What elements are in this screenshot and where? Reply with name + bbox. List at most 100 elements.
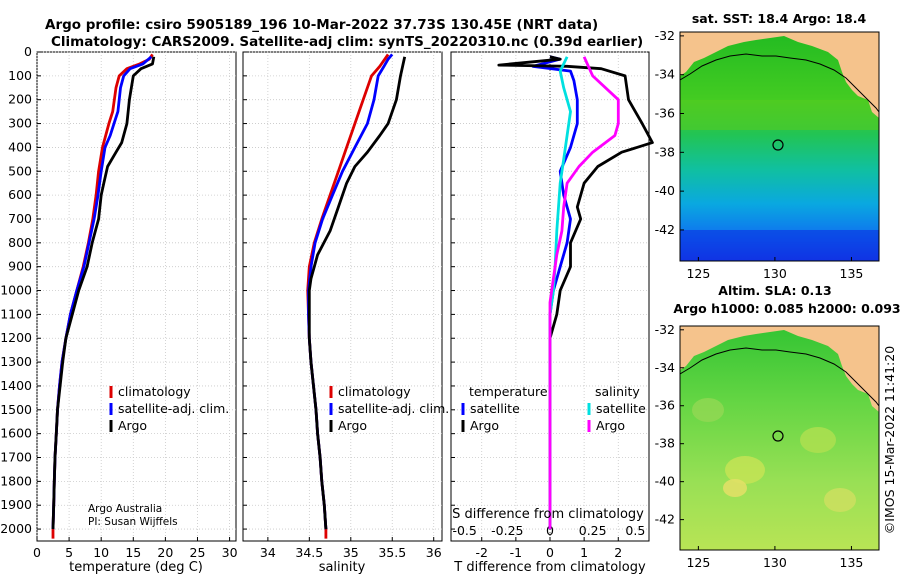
sla-map-title-line2: Argo h1000: 0.085 h2000: 0.093 [673,301,900,316]
map-ytick-label: -32 [655,322,675,337]
legend-label-t-satellite: satellite [470,401,520,416]
temperature-xlabel: temperature (deg C) [69,560,203,575]
xtick-label: 25 [190,545,206,560]
legend-heading-temperature: temperature [469,384,548,399]
figure-title-line1: Argo profile: csiro 5905189_196 10-Mar-2… [45,17,598,33]
xtick-label: 34.5 [295,545,323,560]
series-line-climatology [51,53,154,539]
legend-label-satellite: satellite-adj. clim. [118,401,229,416]
sla-eddy-1 [725,456,765,484]
xtick-label: 10 [93,545,109,560]
map-ytick-label: -36 [655,106,675,121]
legend-label-t-argo: Argo [470,418,499,433]
credit-line1: Argo Australia [88,503,162,515]
salinity-legend: climatology satellite-adj. clim. Argo [329,384,449,433]
float-marker [772,139,784,151]
figure-title-line2: Climatology: CARS2009. Satellite-adj cli… [51,34,643,50]
ytick-label: 1900 [0,497,32,512]
map-ytick-label: -32 [655,28,675,43]
xtick-label: 36 [426,545,442,560]
legend-label-climatology: climatology [338,384,411,399]
coastline-contour [680,347,879,407]
ytick-label: 900 [8,259,32,274]
coastline-contour [680,53,879,113]
sla-map-frame [679,325,880,551]
sla-map-title-line1: Altim. SLA: 0.13 [718,283,831,298]
series-line-argo [307,56,407,530]
salinity-panel: 34 34.5 35 35.5 36 salinity climatology sate… [242,51,449,575]
ytick-label: 500 [8,163,32,178]
ytick-label: 300 [8,116,32,131]
ytick-label: 1200 [0,330,32,345]
map-ytick-label: -40 [655,474,675,489]
legend-label-climatology: climatology [118,384,191,399]
difference-grid [451,51,649,541]
xtick-label: 35.5 [378,545,406,560]
credit-line2: PI: Susan Wijffels [88,516,178,528]
salinity-grid [243,51,442,541]
sla-map: Altim. SLA: 0.13 Argo h1000: 0.085 h2000… [655,283,900,570]
series-line-t-satellite [531,55,579,530]
map-ytick-label: -42 [655,512,675,527]
land-mass [680,326,879,412]
sla-eddy-4 [692,398,724,422]
xtick-label: 30 [222,545,238,560]
ytick-label: 1000 [0,283,32,298]
map-xtick-label: 125 [686,555,710,570]
series-line-satellite-adj-clim- [51,55,153,530]
legend-label-s-satellite: satellite [596,401,646,416]
ytick-label: 1500 [0,402,32,417]
difference-panel: -2 -1 0 1 2 -0.5 -0.25 0 0.25 0.5 T difference fr… [450,51,654,575]
ytick-label: 1100 [0,306,32,321]
salinity-lines [306,53,407,539]
map-ytick-label: -34 [655,360,675,375]
ytick-label: 800 [8,235,32,250]
map-ytick-label: -36 [655,398,675,413]
imos-credit: ©IMOS 15-Mar-2022 11:41:20 [882,346,897,534]
map-xtick-label: 135 [840,266,864,281]
sst-warm-band [680,100,879,130]
salinity-axes-box [242,51,443,542]
ytick-label: 0 [24,44,32,59]
ytick-label: 1400 [0,378,32,393]
sla-map-ticks: -32 -34 -36 -38 -40 -42 125 130 135 [655,322,864,570]
legend-label-s-argo: Argo [596,418,625,433]
series-line-t-argo [497,55,654,530]
sst-map-ticks: -32 -34 -36 -38 -40 -42 125 130 135 [655,28,864,281]
legend-label-satellite: satellite-adj. clim. [338,401,449,416]
ytick-label: 200 [8,92,32,107]
temperature-grid [36,51,236,541]
sla-map-image [680,326,879,550]
ytick-label: 700 [8,211,32,226]
difference-xlabel: T difference from climatology [453,560,646,575]
ytick-label: 1800 [0,473,32,488]
xtick-label: 35 [343,545,359,560]
series-line-s-argo [548,56,620,530]
s-xtick-label: -0.25 [491,523,523,538]
xtick-label: 1 [580,545,588,560]
map-ytick-label: -38 [655,436,675,451]
ytick-label: 400 [8,139,32,154]
xtick-label: 15 [125,545,141,560]
map-ytick-label: -42 [655,222,675,237]
s-xtick-label: -0.5 [452,523,476,538]
sst-map: sat. SST: 18.4 Argo: 18.4 -32 -34 -36 -38 -4… [655,11,880,281]
legend-label-argo: Argo [338,418,367,433]
ytick-label: 1700 [0,450,32,465]
s-xtick-label: 0.25 [579,523,607,538]
xtick-label: 2 [614,545,622,560]
difference-ticks: -2 -1 0 1 2 -0.5 -0.25 0 0.25 0.5 [451,51,645,560]
sla-eddy-5 [824,488,856,512]
xtick-label: 0 [33,545,41,560]
difference-legend: temperature salinity satellite Argo sate… [461,384,646,433]
temperature-legend: climatology satellite-adj. clim. Argo [109,384,229,433]
map-ytick-label: -40 [655,183,675,198]
legend-heading-salinity: salinity [595,384,640,399]
sst-map-image [680,32,879,261]
land-mass [680,32,879,118]
salinity-ticks: 34 34.5 35 35.5 36 [243,51,442,560]
series-line-argo [51,56,156,530]
sla-eddy-2 [800,427,836,453]
ytick-label: 100 [8,68,32,83]
ytick-label: 2000 [0,521,32,536]
